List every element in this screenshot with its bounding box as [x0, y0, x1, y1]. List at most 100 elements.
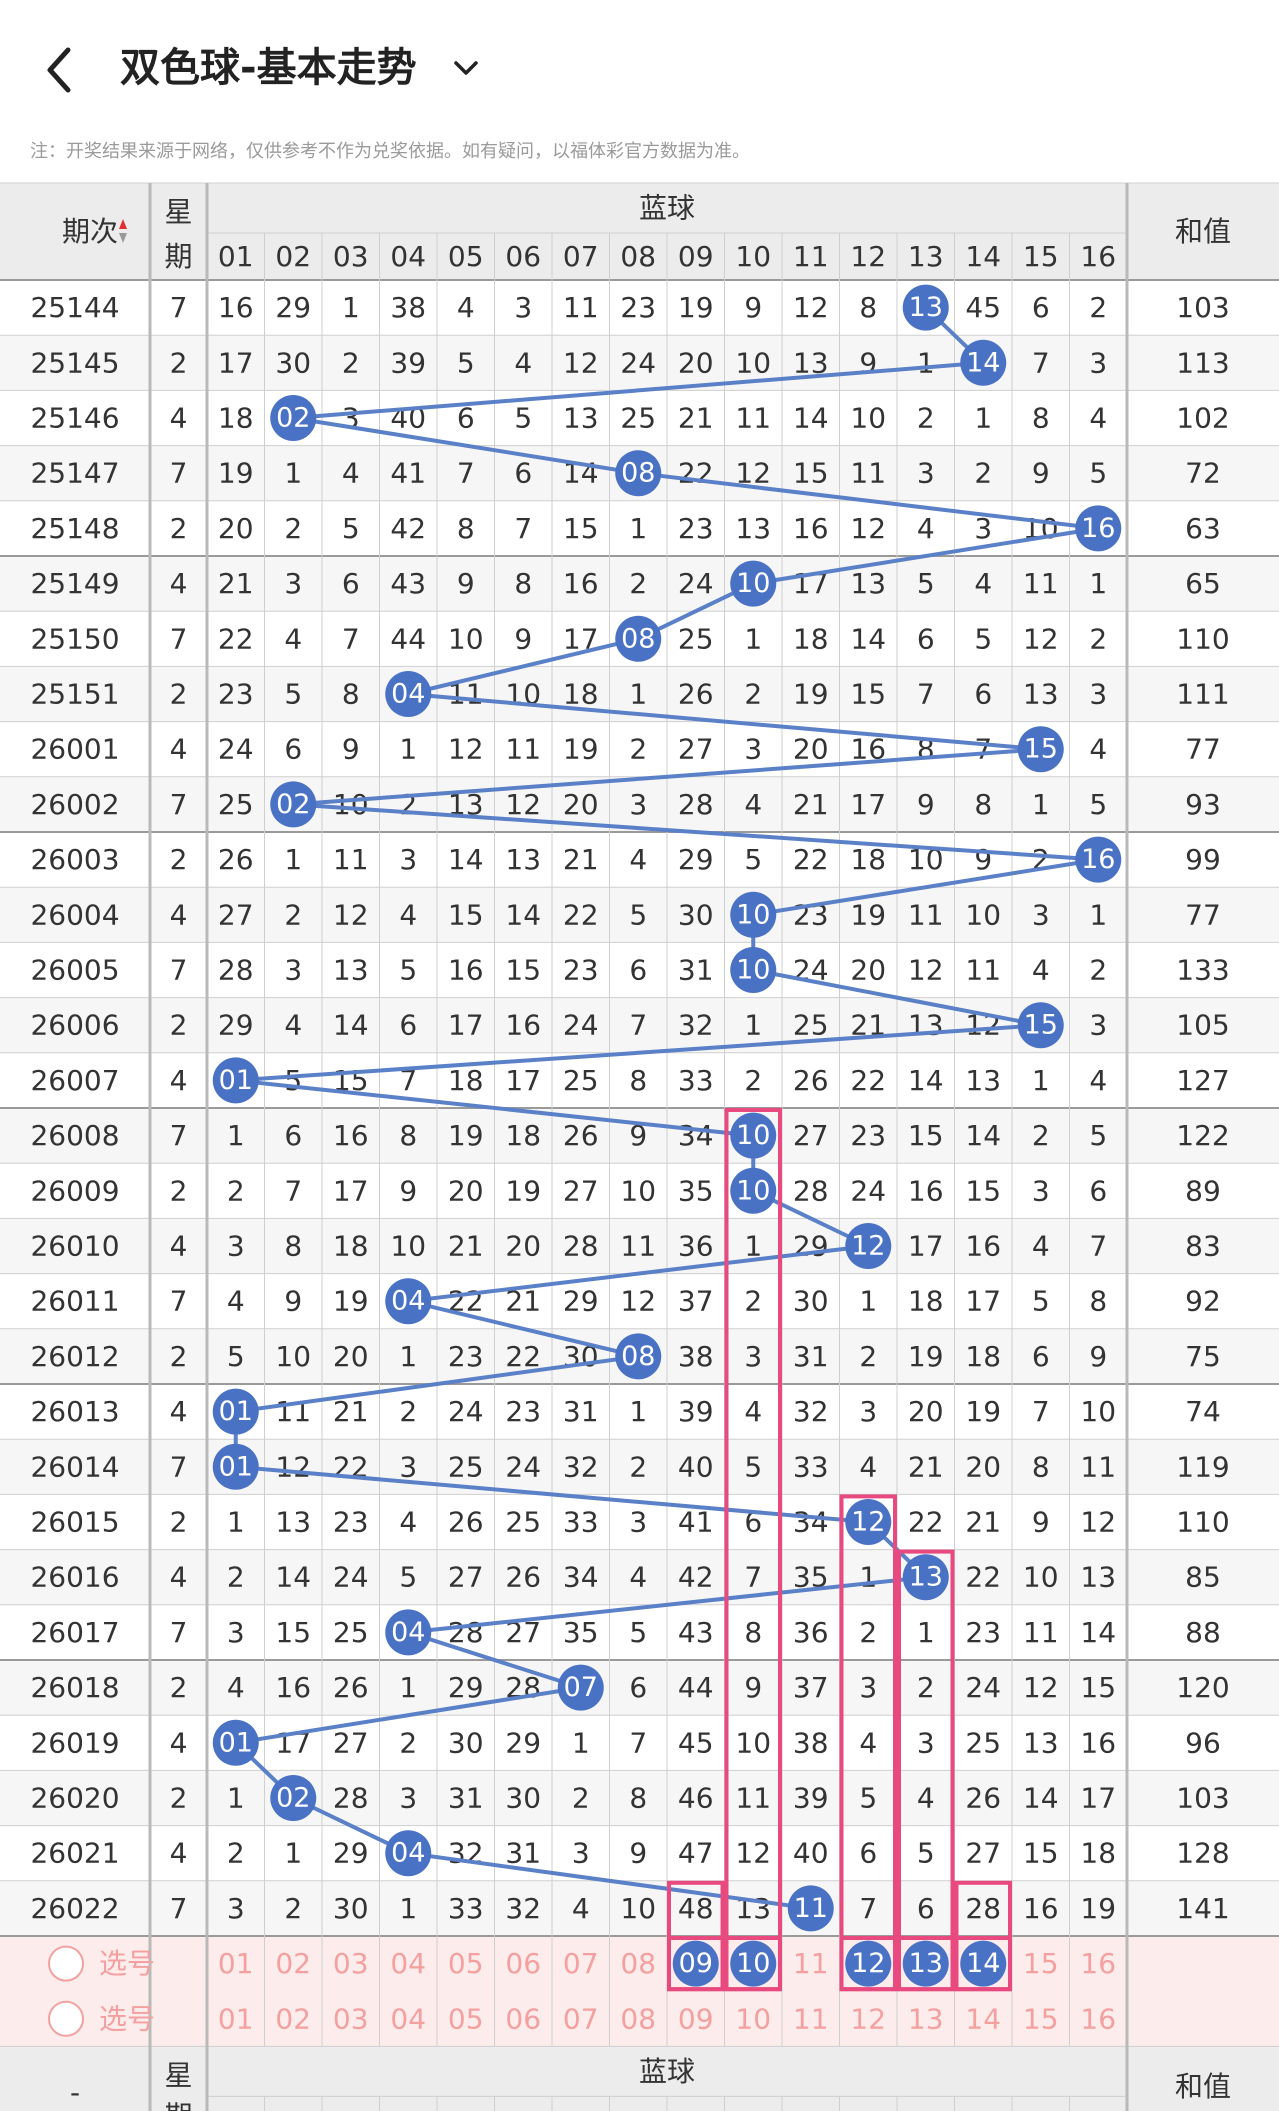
- pick-number[interactable]: 13: [908, 2002, 944, 2035]
- pick-number[interactable]: 06: [505, 2002, 541, 2035]
- chevron-down-icon[interactable]: [448, 50, 484, 86]
- miss-count-cell: 5: [1089, 788, 1107, 821]
- pick-number[interactable]: 05: [448, 2002, 484, 2035]
- pick-number[interactable]: 16: [1080, 1947, 1116, 1980]
- picked-ball[interactable]: [902, 1940, 949, 1987]
- miss-count-cell: 31: [563, 1395, 599, 1428]
- miss-count-cell: 27: [448, 1561, 484, 1594]
- table-row: [0, 1660, 1279, 1716]
- miss-count-cell: 11: [735, 402, 771, 435]
- miss-count-cell: 8: [974, 788, 992, 821]
- sort-asc-icon[interactable]: [119, 219, 127, 229]
- pick-number[interactable]: 11: [793, 2002, 829, 2035]
- pick-row-label[interactable]: 选号: [99, 2002, 155, 2035]
- miss-count-cell: 19: [678, 291, 714, 324]
- miss-count-cell: 10: [620, 1892, 656, 1925]
- miss-count-cell: 28: [218, 954, 254, 987]
- sum-cell: 128: [1176, 1837, 1229, 1870]
- pick-number[interactable]: 05: [448, 1947, 484, 1980]
- pick-number[interactable]: 03: [333, 1947, 369, 1980]
- miss-count-cell: 16: [563, 567, 599, 600]
- pick-number[interactable]: 08: [620, 2002, 656, 2035]
- picked-ball-number[interactable]: 14: [966, 1948, 1000, 1979]
- issue-cell: 26004: [30, 898, 119, 931]
- pick-number[interactable]: 02: [275, 1947, 311, 1980]
- miss-count-cell: 28: [563, 1230, 599, 1263]
- miss-count-cell: 6: [284, 733, 302, 766]
- blue-ball-number: 02: [276, 403, 310, 434]
- miss-count-cell: 3: [1032, 1174, 1050, 1207]
- miss-count-cell: 22: [965, 1561, 1001, 1594]
- miss-count-cell: 30: [678, 898, 714, 931]
- pick-number[interactable]: 03: [333, 2002, 369, 2035]
- pick-number[interactable]: 04: [390, 2002, 426, 2035]
- pick-number[interactable]: 10: [735, 2002, 771, 2035]
- miss-count-cell: 13: [1080, 1561, 1116, 1594]
- miss-count-cell: 10: [965, 898, 1001, 931]
- week-cell: 2: [170, 843, 188, 876]
- sort-desc-icon[interactable]: [119, 233, 127, 243]
- grid-lines: [0, 182, 1279, 2111]
- page-title[interactable]: 双色球-基本走势: [120, 45, 417, 91]
- select-radio[interactable]: [48, 1945, 84, 1982]
- miss-count-cell: 3: [227, 1616, 245, 1649]
- pick-number[interactable]: 07: [563, 1947, 599, 1980]
- miss-count-cell: 1: [1032, 1064, 1050, 1097]
- picked-ball-number[interactable]: 10: [736, 1948, 770, 1979]
- week-cell: 4: [170, 1395, 188, 1428]
- miss-count-cell: 11: [1023, 567, 1059, 600]
- issue-cell: 25147: [30, 457, 119, 490]
- table-row: [0, 1604, 1279, 1660]
- picked-ball[interactable]: [960, 1940, 1007, 1987]
- picked-ball[interactable]: [672, 1940, 719, 1987]
- pick-number[interactable]: 11: [793, 1947, 829, 1980]
- pick-number[interactable]: 06: [505, 1947, 541, 1980]
- picked-ball[interactable]: [845, 1940, 892, 1987]
- miss-count-cell: 6: [629, 1671, 647, 1704]
- pick-number[interactable]: 02: [275, 2002, 311, 2035]
- miss-count-cell: 19: [908, 1340, 944, 1373]
- footer-week: 期: [164, 2099, 192, 2111]
- pick-number[interactable]: 16: [1080, 2002, 1116, 2035]
- miss-count-cell: 16: [275, 1671, 311, 1704]
- miss-count-cell: 39: [390, 346, 426, 379]
- miss-count-cell: 9: [744, 291, 762, 324]
- picked-ball-number[interactable]: 09: [679, 1948, 713, 1979]
- pick-number[interactable]: 09: [678, 2002, 714, 2035]
- pick-number[interactable]: 04: [390, 1947, 426, 1980]
- col-issue-header[interactable]: 期次: [62, 215, 118, 248]
- blue-ball: [960, 339, 1007, 386]
- picked-ball-number[interactable]: 12: [851, 1948, 885, 1979]
- pick-number[interactable]: 08: [620, 1947, 656, 1980]
- pick-number[interactable]: 14: [965, 2002, 1001, 2035]
- picked-ball-number[interactable]: 13: [909, 1948, 943, 1979]
- miss-count-cell: 18: [218, 402, 254, 435]
- blue-ball-number: 01: [219, 1451, 253, 1482]
- pick-number[interactable]: 15: [1023, 2002, 1059, 2035]
- select-radio[interactable]: [48, 2000, 84, 2037]
- sum-cell: 88: [1185, 1616, 1221, 1649]
- pick-number[interactable]: 01: [218, 1947, 254, 1980]
- pick-number[interactable]: 01: [218, 2002, 254, 2035]
- miss-count-cell: 1: [1089, 567, 1107, 600]
- miss-count-cell: 1: [399, 1892, 417, 1925]
- picked-ball[interactable]: [730, 1940, 777, 1987]
- miss-count-cell: 13: [1023, 678, 1059, 711]
- pick-number[interactable]: 07: [563, 2002, 599, 2035]
- highlight-box: [897, 1936, 955, 1992]
- miss-count-cell: 12: [1023, 1671, 1059, 1704]
- miss-count-cell: 2: [342, 346, 360, 379]
- pick-number[interactable]: 12: [850, 2002, 886, 2035]
- pick-number[interactable]: 15: [1023, 1947, 1059, 1980]
- week-cell: 4: [170, 1726, 188, 1759]
- footer-number: 12: [850, 2109, 886, 2111]
- week-cell: 7: [170, 457, 188, 490]
- miss-count-cell: 4: [629, 1561, 647, 1594]
- pick-row-label[interactable]: 选号: [99, 1947, 155, 1980]
- miss-count-cell: 14: [793, 402, 829, 435]
- back-arrow-icon[interactable]: [40, 40, 80, 100]
- miss-count-cell: 2: [399, 1726, 417, 1759]
- miss-count-cell: 4: [1032, 954, 1050, 987]
- miss-count-cell: 12: [275, 1450, 311, 1483]
- miss-count-cell: 24: [678, 567, 714, 600]
